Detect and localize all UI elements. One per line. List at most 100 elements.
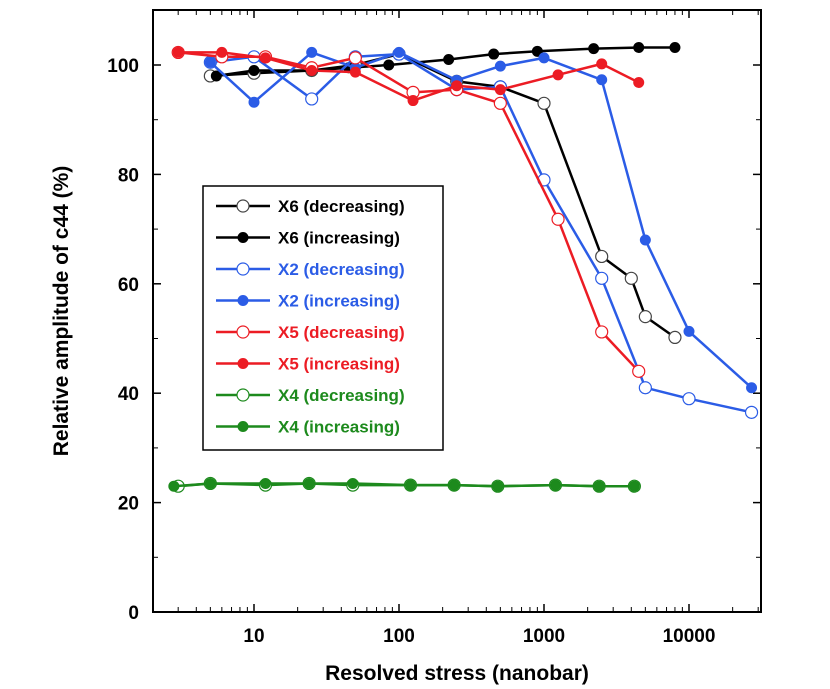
data-point	[683, 325, 695, 337]
data-point	[493, 96, 507, 110]
data-point	[638, 310, 652, 324]
legend-entry: X5 (decreasing)	[216, 323, 405, 342]
y-axis-label: Relative amplitude of c44 (%)	[50, 166, 73, 457]
data-point	[538, 52, 550, 64]
axis-ticks: 0 20 40 60 80 100 10 100 1000 10000	[107, 9, 761, 647]
data-point	[404, 479, 416, 491]
data-point	[248, 64, 260, 76]
data-point	[537, 96, 551, 110]
data-point	[448, 479, 460, 491]
data-point	[383, 59, 395, 71]
legend-label: X2 (increasing)	[278, 292, 400, 311]
x-tick-label: 100	[383, 626, 415, 647]
data-point	[306, 64, 318, 76]
data-point	[669, 41, 681, 53]
legend-marker	[236, 325, 250, 339]
x-tick-label: 10	[243, 626, 264, 647]
data-point	[596, 58, 608, 70]
data-point	[494, 84, 506, 96]
data-point	[347, 477, 359, 489]
data-point	[595, 325, 609, 339]
data-point	[348, 51, 362, 65]
legend-label: X6 (increasing)	[278, 229, 400, 248]
legend-entry: X5 (increasing)	[216, 355, 400, 374]
series-7	[168, 477, 640, 492]
data-point	[593, 480, 605, 492]
data-point	[492, 480, 504, 492]
data-point	[172, 46, 184, 58]
data-point	[259, 477, 271, 489]
data-point	[633, 77, 645, 89]
data-point	[596, 74, 608, 86]
legend-box	[202, 185, 444, 451]
legend-marker	[237, 295, 249, 306]
data-point	[552, 69, 564, 81]
legend-entry: X2 (increasing)	[216, 292, 400, 311]
legend-label: X4 (decreasing)	[278, 386, 405, 405]
data-point	[210, 70, 222, 82]
legend-marker	[236, 262, 250, 276]
legend-marker	[237, 232, 249, 243]
data-point	[624, 271, 638, 285]
data-point	[588, 43, 600, 55]
data-point	[407, 95, 419, 107]
y-tick-label: 80	[118, 165, 139, 186]
legend-label: X4 (increasing)	[278, 418, 400, 437]
data-point	[204, 56, 216, 68]
data-point	[349, 66, 361, 78]
data-point	[632, 364, 646, 378]
legend-entry: X4 (decreasing)	[216, 386, 405, 405]
data-point	[443, 54, 455, 66]
data-point	[639, 234, 651, 246]
data-point	[595, 249, 609, 264]
legend-marker	[236, 388, 250, 402]
y-tick-label: 0	[128, 603, 139, 624]
plot-frame	[152, 9, 762, 613]
legend-entry: X4 (increasing)	[216, 418, 400, 437]
x-tick-label: 10000	[663, 626, 716, 647]
y-tick-label: 60	[118, 275, 139, 296]
data-point	[305, 92, 319, 106]
data-point	[393, 46, 405, 58]
data-point	[744, 405, 759, 419]
data-point	[595, 271, 609, 285]
data-point	[682, 392, 696, 406]
legend-entry: X6 (decreasing)	[216, 197, 405, 216]
legend: X6 (decreasing) X6 (increasing) X2 (decrea…	[202, 185, 444, 451]
series-5	[172, 46, 645, 107]
y-tick-label: 100	[107, 56, 139, 77]
data-point	[168, 480, 180, 492]
data-point	[494, 60, 506, 72]
series-layer	[168, 41, 759, 493]
legend-marker	[236, 199, 250, 213]
x-tick-label: 1000	[523, 626, 565, 647]
x-axis-label: Resolved stress (nanobar)	[325, 662, 589, 685]
legend-label: X5 (decreasing)	[278, 323, 405, 342]
data-point	[303, 477, 315, 489]
data-point	[306, 46, 318, 58]
series-3	[204, 46, 758, 394]
data-point	[216, 46, 228, 58]
legend-marker	[237, 358, 249, 369]
data-point	[549, 479, 561, 491]
legend-entry: X6 (increasing)	[216, 229, 400, 248]
data-point	[633, 41, 645, 53]
data-point	[451, 80, 463, 92]
legend-label: X5 (increasing)	[278, 355, 400, 374]
y-tick-label: 40	[118, 384, 139, 405]
data-point	[531, 45, 543, 57]
data-point	[746, 382, 758, 394]
legend-label: X2 (decreasing)	[278, 260, 405, 279]
data-point	[628, 480, 640, 492]
data-point	[248, 96, 260, 108]
data-point	[259, 52, 271, 64]
legend-entry: X2 (decreasing)	[216, 260, 405, 279]
data-point	[668, 330, 682, 345]
legend-label: X6 (decreasing)	[278, 197, 405, 216]
series-line	[209, 51, 753, 389]
data-point	[204, 477, 216, 489]
data-point	[551, 212, 565, 226]
legend-marker	[237, 421, 249, 432]
data-point	[638, 381, 652, 395]
